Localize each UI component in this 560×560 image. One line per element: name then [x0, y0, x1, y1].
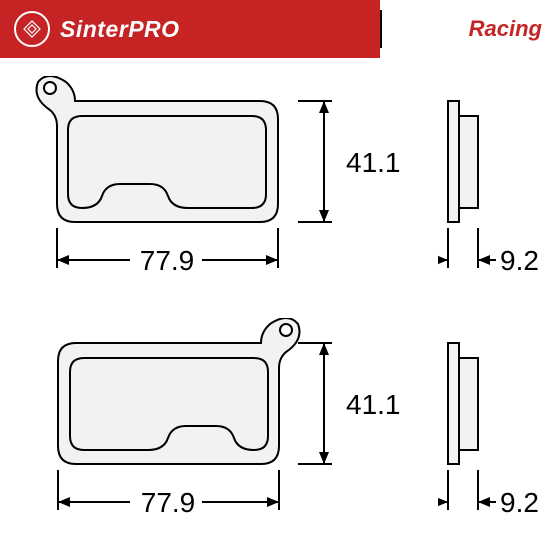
header-bar: SinterPRO Racing [0, 0, 560, 58]
dim-width-value: 77.9 [140, 245, 195, 276]
pad-friction-surface [68, 116, 266, 208]
header-divider [380, 10, 382, 48]
brand-main: Sinter [60, 16, 128, 42]
brand-roundel-icon [14, 11, 50, 47]
dim-height-value: 41.1 [346, 147, 401, 178]
profile-backing [448, 343, 459, 464]
profile-backing [448, 101, 459, 222]
dim-thickness-value: 9.2 [500, 487, 539, 518]
dim-arrow-icon [319, 452, 329, 464]
technical-diagram: 77.9 41.1 9.2 77.9 [0, 58, 560, 556]
pad-profile-bottom: 9.2 [438, 318, 548, 538]
dim-arrow-icon [319, 343, 329, 355]
brand-sub: PRO [128, 16, 179, 42]
dim-arrow-icon [266, 255, 278, 265]
pad-profile-top: 9.2 [438, 76, 548, 296]
category-label: Racing [469, 16, 542, 42]
dim-arrow-icon [478, 255, 490, 265]
brake-pad-top: 77.9 [20, 76, 320, 296]
dim-arrow-icon [438, 255, 448, 265]
dim-height-value: 41.1 [346, 389, 401, 420]
dim-arrow-icon [58, 497, 70, 507]
profile-friction [459, 116, 478, 208]
header-brand-section: SinterPRO [0, 0, 380, 58]
profile-friction [459, 358, 478, 450]
brand-name: SinterPRO [60, 16, 180, 43]
dim-arrow-icon [319, 210, 329, 222]
dim-arrow-icon [319, 101, 329, 113]
brake-pad-bottom: 77.9 [20, 318, 320, 538]
header-category-section: Racing [380, 0, 560, 58]
pad-friction-surface [70, 358, 268, 450]
dim-height-top: 41.1 [290, 76, 430, 256]
mounting-hole [44, 82, 56, 94]
dim-arrow-icon [438, 497, 448, 507]
dim-arrow-icon [478, 497, 490, 507]
dim-height-bottom: 41.1 [290, 318, 430, 498]
dim-arrow-icon [57, 255, 69, 265]
dim-arrow-icon [267, 497, 279, 507]
dim-thickness-value: 9.2 [500, 245, 539, 276]
dim-width-value: 77.9 [141, 487, 196, 518]
